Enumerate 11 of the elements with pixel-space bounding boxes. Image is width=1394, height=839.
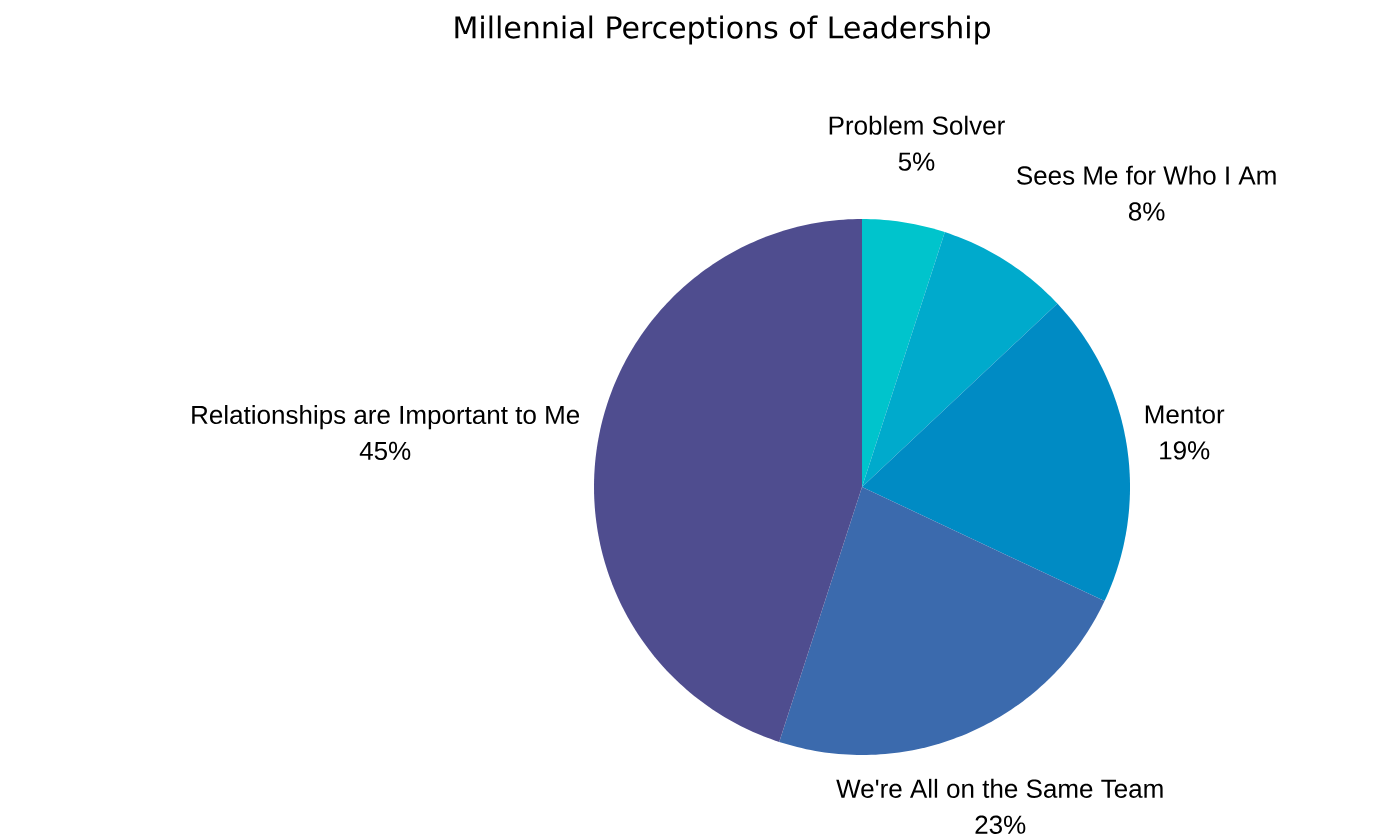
slice-label: Sees Me for Who I Am bbox=[1017, 165, 1276, 185]
data-label: 45% bbox=[359, 441, 411, 461]
slice-label: Mentor bbox=[1145, 405, 1225, 424]
chart-title: Millennial Perceptions of Leadership bbox=[455, 15, 990, 45]
data-label: 23% bbox=[975, 815, 1026, 834]
data-label: 5% bbox=[898, 152, 935, 171]
data-label: 19% bbox=[1160, 441, 1210, 460]
slice-label: Problem Solver bbox=[829, 115, 1005, 135]
data-label: 8% bbox=[1128, 202, 1165, 221]
slice-label: Relationships are Important to Me bbox=[192, 405, 580, 430]
slice-label: We're All on the Same Team bbox=[836, 778, 1163, 798]
